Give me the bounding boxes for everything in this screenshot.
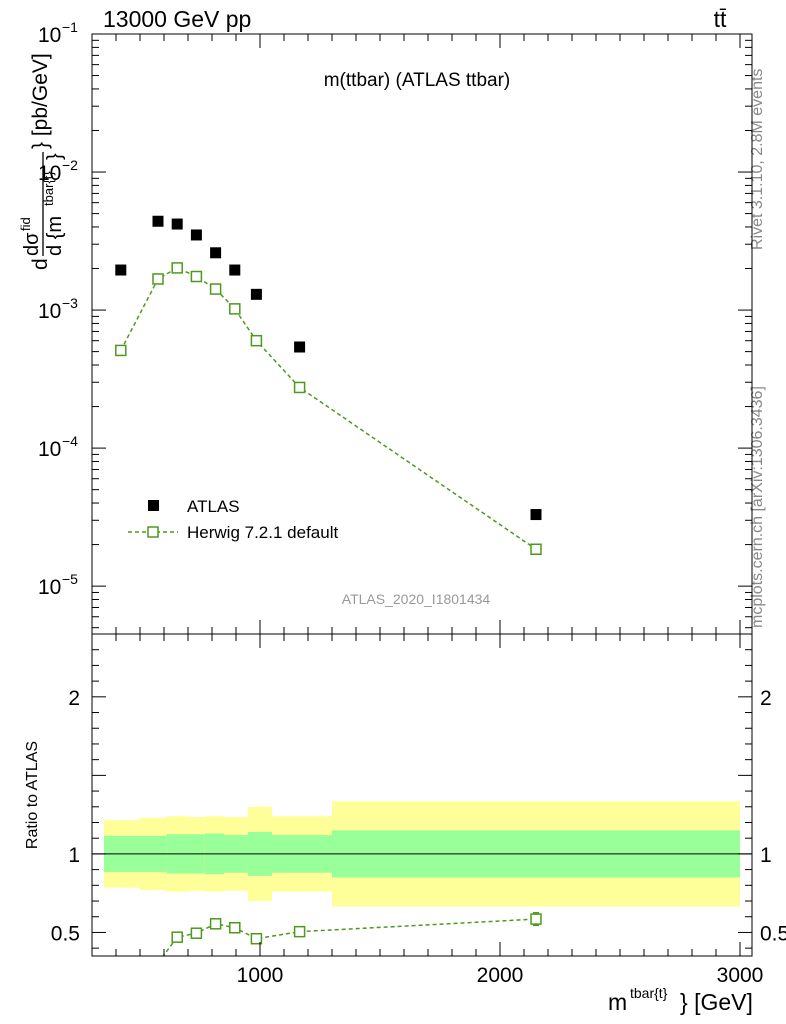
ratio-point [229,921,241,934]
herwig-point [152,273,164,285]
process-label: tt̄ [714,6,727,32]
ylabel-d: d [29,258,52,270]
herwig-point [209,283,222,295]
ylabel-denominator-sub: tbar{t} [41,171,56,206]
atlas-point [210,247,222,259]
x-tick-label: 3000 [717,964,764,987]
herwig-point [293,381,306,394]
ylabel-denominator: d {m [44,216,66,256]
xlabel-main: m [608,989,627,1015]
upper-panel: 10−110−210−310−410−5 m(ttbar) (ATLAS ttb… [18,19,753,635]
legend-atlas-marker [148,500,159,511]
ratio-point [250,932,263,945]
herwig-point [171,262,183,274]
x-tick-label: 2000 [477,964,524,987]
lower-y-tick-labels: 0.5 0.5 1 1 2 2 [51,687,786,946]
energy-label: 13000 GeV pp [103,6,251,32]
xlabel-tail: } [GeV] [680,989,753,1015]
lower-y-tick-label-right: 2 [760,687,772,710]
xlabel-sup: tbar{t} [630,985,668,1001]
ratio-point [190,927,203,939]
ylabel-numerator: dσ [21,232,43,256]
upper-y-tick-label-exp: −3 [62,295,78,311]
upper-y-tick-label: 10 [38,438,61,461]
lower-y-axis-label: Ratio to ATLAS [24,741,41,849]
atlas-point [530,509,542,521]
upper-y-tick-label-exp: −2 [62,157,78,173]
upper-y-tick-label: 10 [38,300,61,323]
analysis-id: ATLAS_2020_I1801434 [342,591,491,607]
herwig-point [190,270,203,283]
upper-y-tick-label-exp: −1 [62,19,78,35]
lower-data-marks [162,912,542,956]
ratio-point [530,913,542,925]
legend: ATLAS Herwig 7.2.1 default [128,497,338,542]
upper-y-tick-label-exp: −4 [62,433,78,449]
atlas-point [250,288,262,300]
atlas-point [115,264,127,276]
lower-y-tick-label-left: 0.5 [51,922,80,945]
ylabel-unit: } [pb/GeV] [29,53,52,149]
upper-y-tick-label-exp: −5 [62,571,78,587]
herwig-point [115,344,127,357]
upper-y-tick-label: 10 [38,162,61,185]
atlas-point [229,264,241,276]
ylabel-numerator-sup: fid [18,217,33,231]
mcplots-label: mcplots.cern.ch [arXiv:1306.3436] [749,386,766,628]
upper-y-tick-labels: 10−110−210−310−410−5 [38,19,78,599]
x-tick-label: 1000 [237,964,284,987]
lower-y-tick-label-left: 2 [68,687,80,710]
lower-axis-ticks [92,634,752,956]
herwig-point [250,334,263,347]
lower-frame [91,633,753,957]
rivet-version-label: Rivet 3.1.10, 2.8M events [749,69,766,250]
atlas-point [190,229,202,241]
x-axis-label: m tbar{t} } [GeV] [608,985,753,1015]
upper-data-marks [115,215,542,556]
atlas-point [171,218,183,230]
atlas-point [294,341,306,353]
lower-panel: 0.5 0.5 1 1 2 2 1000 2000 3000 Ratio to ATLAS m… [24,633,786,1015]
upper-y-tick-label: 10 [38,576,61,599]
upper-y-axis-label: d dσ fid d {m tbar{t} } } [pb/GeV] [18,53,66,270]
herwig-line [120,267,537,550]
ratio-point [293,925,306,938]
legend-herwig-label: Herwig 7.2.1 default [187,523,338,542]
ylabel-denominator-close: } [44,153,66,160]
herwig-point [530,543,542,556]
upper-y-tick-label: 10 [38,24,61,47]
herwig-point [229,303,241,315]
lower-y-tick-label-right: 0.5 [760,922,786,945]
upper-axis-ticks [92,33,752,634]
legend-herwig-marker [147,526,159,538]
chart-title: m(ttbar) (ATLAS ttbar) [324,70,511,91]
legend-atlas-label: ATLAS [187,497,240,516]
lower-y-tick-label-left: 1 [68,844,80,867]
atlas-point [152,215,164,227]
lower-y-tick-label-right: 1 [760,844,772,867]
upper-frame [91,33,753,635]
ratio-point [209,918,222,930]
ratio-point [171,931,183,943]
lower-x-tick-labels: 1000 2000 3000 [237,964,764,987]
